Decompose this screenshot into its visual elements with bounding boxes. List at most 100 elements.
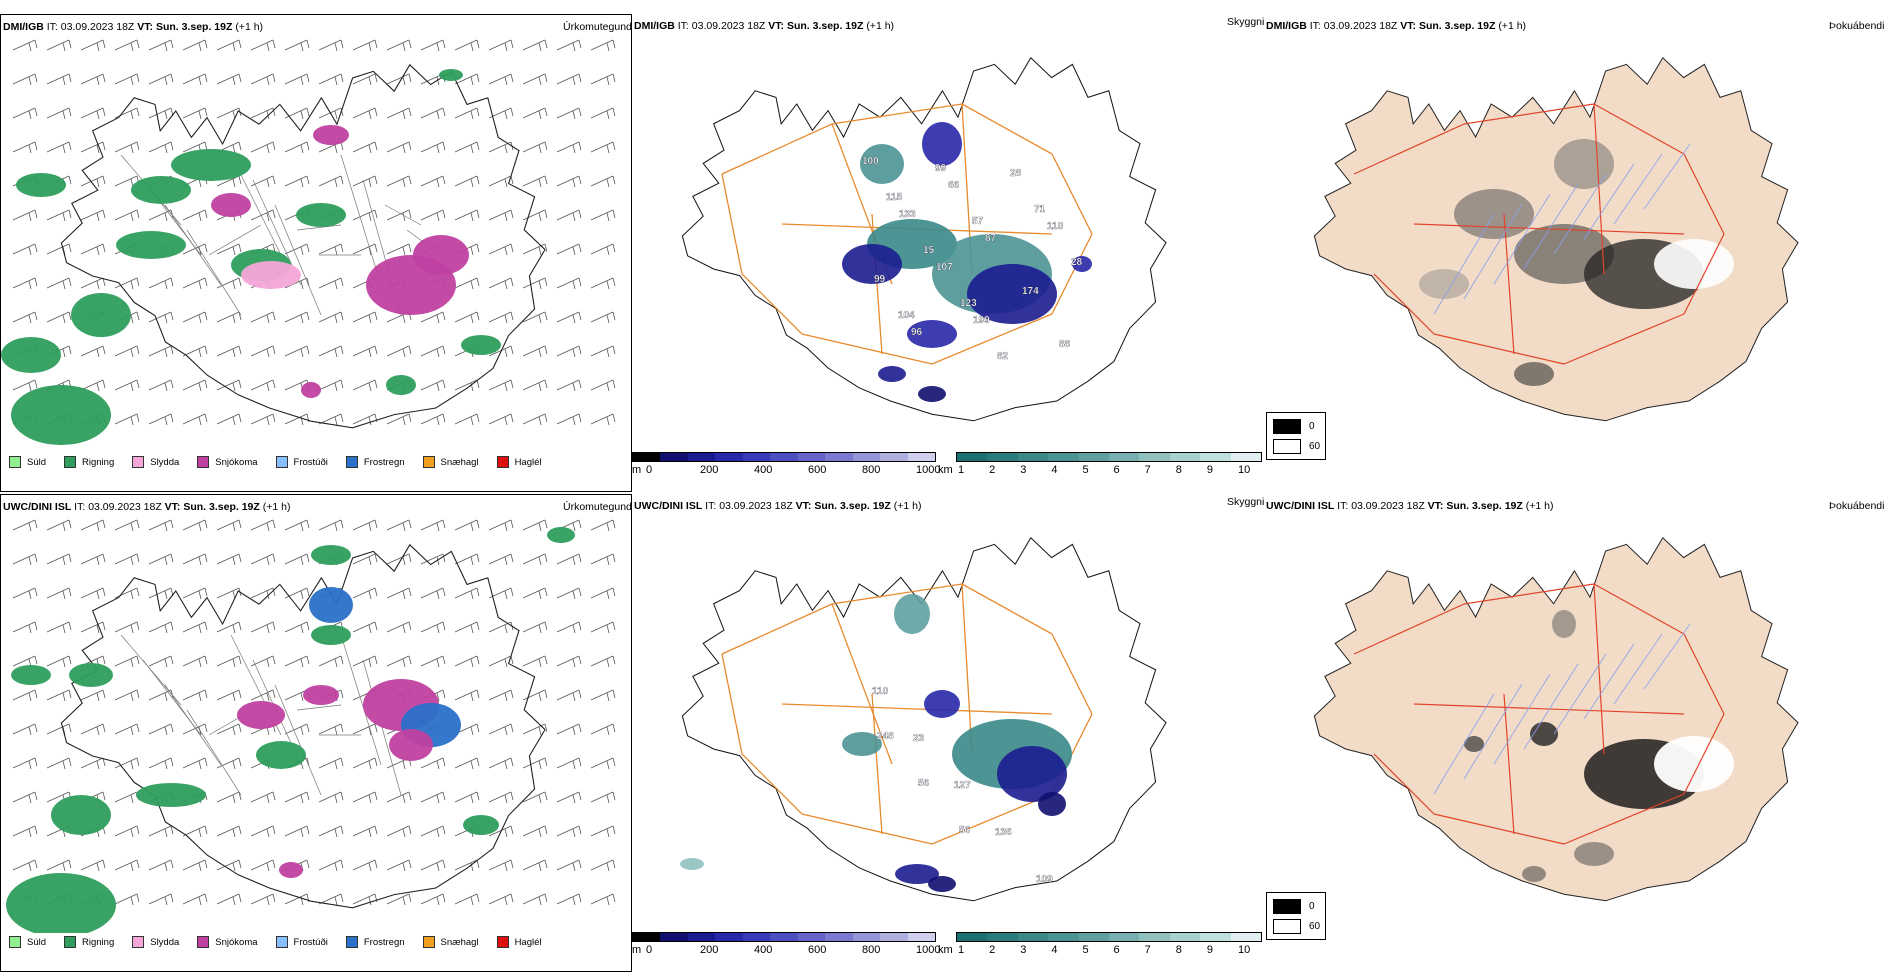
wind-barb <box>182 757 208 770</box>
colorbar-step <box>770 933 798 941</box>
wind-barb <box>12 723 38 736</box>
wind-barb <box>590 277 616 290</box>
fog-legend-item: 0 <box>1273 419 1315 434</box>
fog-legend-label: 60 <box>1309 921 1321 932</box>
wind-barb <box>318 893 344 906</box>
wind-barb <box>488 345 514 358</box>
colorbar-tick-label: 6 <box>1113 464 1120 476</box>
ceiling-value-label: 15 <box>923 245 935 256</box>
precip-area <box>386 375 416 395</box>
colorbar-tick-label: 8 <box>1175 464 1182 476</box>
wind-barb <box>148 723 174 736</box>
precip-legend: Súld Rigning Slydda Snjókoma Frostúði Frostre… <box>3 453 554 471</box>
wind-barb <box>420 209 446 222</box>
wind-barb <box>318 757 344 770</box>
river-line <box>1463 683 1523 780</box>
colorbar-tick-label: 3 <box>1020 944 1027 956</box>
wind-barb <box>114 757 140 770</box>
wind-barb <box>386 107 412 120</box>
cloud-area <box>860 144 904 184</box>
colorbar-tick-label: 7 <box>1144 944 1151 956</box>
wind-barb <box>182 311 208 324</box>
legend-swatch <box>345 936 358 948</box>
wind-barb <box>556 243 582 256</box>
road-line <box>1563 793 1685 845</box>
ceiling-value-label: 133 <box>899 209 916 220</box>
wind-barb <box>250 413 276 426</box>
wind-barb <box>284 825 310 838</box>
precip-area <box>413 235 469 275</box>
wind-barb <box>488 893 514 906</box>
wind-barb <box>352 519 378 532</box>
colorbar-tick-label: 3 <box>1020 464 1027 476</box>
wind-barb <box>46 757 72 770</box>
wind-barb <box>556 107 582 120</box>
wind-barb <box>284 175 310 188</box>
visibility-unit: km <box>938 944 953 956</box>
wind-barb <box>386 859 412 872</box>
colorbar-tick-label: 9 <box>1206 464 1213 476</box>
wind-barb <box>216 39 242 52</box>
wind-barb <box>522 689 548 702</box>
wind-barb <box>386 791 412 804</box>
wind-barb <box>46 689 72 702</box>
wind-barb <box>216 893 242 906</box>
wind-barb <box>318 345 344 358</box>
wind-barb <box>46 277 72 290</box>
precip-area <box>116 231 186 259</box>
ceiling-value-label: 199 <box>973 315 990 326</box>
road-line <box>831 603 893 765</box>
ceiling-value-label: 174 <box>1022 286 1039 297</box>
cloud-area <box>922 122 962 166</box>
colorbar-step <box>797 933 826 941</box>
wind-barb <box>12 689 38 702</box>
wind-barb <box>12 243 38 256</box>
wind-barb <box>80 519 106 532</box>
wind-barb <box>12 141 38 154</box>
visibility-colorbar <box>956 932 1262 942</box>
wind-barb <box>284 141 310 154</box>
wind-barb <box>46 587 72 600</box>
road-line <box>1051 633 1093 715</box>
ceiling-value-label: 56 <box>918 778 930 789</box>
precip-area <box>136 783 206 807</box>
wind-barb <box>318 277 344 290</box>
precip-area <box>131 176 191 204</box>
cloud-area <box>1038 792 1066 816</box>
wind-barb <box>488 519 514 532</box>
wind-barb <box>590 859 616 872</box>
river-line <box>1493 673 1551 765</box>
fog-area <box>1522 866 1546 882</box>
wind-barb <box>556 175 582 188</box>
wind-barb <box>420 757 446 770</box>
wind-barb <box>12 519 38 532</box>
cloud-area <box>894 594 930 634</box>
colorbar-step <box>715 453 743 461</box>
colorbar-tick-label: 6 <box>1113 944 1120 956</box>
wind-barb <box>590 413 616 426</box>
wind-barb <box>488 553 514 566</box>
wind-barb <box>12 209 38 222</box>
wind-barb <box>590 791 616 804</box>
road-line <box>1051 233 1093 315</box>
cloud-area <box>842 244 902 284</box>
colorbar-step <box>1200 933 1231 941</box>
wind-barb <box>284 243 310 256</box>
colorbar-tick-label: 600 <box>808 464 827 476</box>
wind-barb <box>590 141 616 154</box>
wind-barb <box>284 345 310 358</box>
colorbar-tick-label: 4 <box>1051 464 1058 476</box>
river-line <box>1493 193 1551 285</box>
legend-swatch <box>64 456 77 468</box>
legend-item: Snæhagl <box>417 936 479 948</box>
wind-barb <box>182 587 208 600</box>
ceiling-value-label: 110 <box>1047 221 1064 232</box>
fog-legend-label: 0 <box>1309 901 1315 912</box>
wind-barb <box>284 311 310 324</box>
river-line <box>1583 643 1635 720</box>
wind-barb <box>114 621 140 634</box>
wind-barb <box>318 311 344 324</box>
colorbar-tick-label: 2 <box>989 464 996 476</box>
wind-barb <box>46 311 72 324</box>
road-line <box>1683 713 1725 795</box>
